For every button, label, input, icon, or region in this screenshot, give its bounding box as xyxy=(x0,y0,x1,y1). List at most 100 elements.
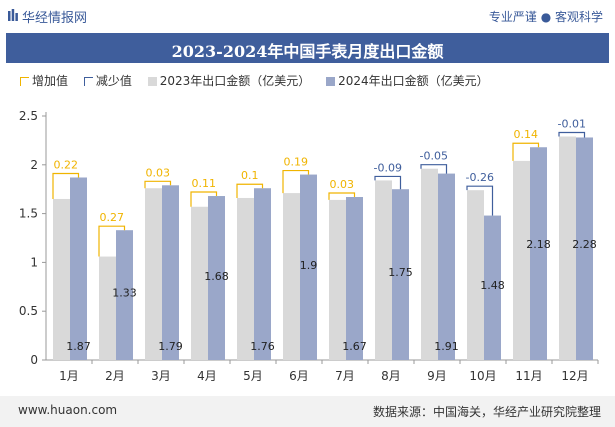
x-tick-label: 6月 xyxy=(289,369,309,383)
x-tick-label: 4月 xyxy=(197,369,217,383)
bar-2023 xyxy=(237,197,254,360)
bar-2024 xyxy=(392,189,409,360)
bar-chart: 0 0.5 1 1.5 2 2.5 1月 1.87 0.22 2月 1.33 0.27 3月 1.79 0.… xyxy=(19,109,599,383)
bar-2023 xyxy=(191,206,208,360)
bar-2024-value-label: 1.75 xyxy=(388,266,413,279)
increase-bracket xyxy=(52,172,80,199)
bar-2024-value-label: 1.91 xyxy=(434,340,459,353)
increase-bracket xyxy=(512,142,540,161)
change-value-label: -0.01 xyxy=(558,117,586,130)
bar-2024-value-label: 1.87 xyxy=(66,340,91,353)
change-value-label: -0.05 xyxy=(420,150,448,163)
legend-item-2023: 2023年出口金额（亿美元） xyxy=(147,72,311,89)
change-value-label: -0.09 xyxy=(374,161,402,174)
decrease-bracket xyxy=(466,185,494,216)
bar-2024-value-label: 1.79 xyxy=(158,340,183,353)
decrease-bracket xyxy=(420,164,448,174)
change-value-label: -0.26 xyxy=(466,171,494,184)
bar-2023 xyxy=(145,188,162,360)
x-tick-label: 3月 xyxy=(151,369,171,383)
y-tick-label: 0.5 xyxy=(19,304,38,318)
legend-swatch-2023 xyxy=(147,77,157,86)
change-value-label: 0.22 xyxy=(54,158,79,171)
y-tick-label: 2.5 xyxy=(19,109,38,123)
bar-2024 xyxy=(300,174,317,360)
footer-source: 数据来源：中国海关，华经产业研究院整理 xyxy=(372,405,601,419)
bar-2024 xyxy=(162,185,179,360)
bar-2023 xyxy=(375,180,392,360)
bar-2024 xyxy=(208,196,225,360)
increase-bracket xyxy=(282,169,310,194)
bar-2024-value-label: 2.18 xyxy=(526,238,551,251)
bar-2023 xyxy=(99,256,116,360)
increase-bracket xyxy=(236,183,264,198)
bar-2023 xyxy=(283,193,300,360)
decrease-bracket xyxy=(374,175,402,190)
y-tick-label: 1.5 xyxy=(19,207,38,221)
bar-2024-value-label: 1.48 xyxy=(480,279,505,292)
change-value-label: 0.14 xyxy=(514,128,539,141)
legend-item-increase: 增加值 xyxy=(20,72,68,89)
bar-2024-value-label: 1.9 xyxy=(300,259,318,272)
footer: www.huaon.com 数据来源：中国海关，华经产业研究院整理 xyxy=(0,396,615,427)
x-tick-label: 2月 xyxy=(105,369,125,383)
bar-2024 xyxy=(530,147,547,360)
title-bar: 2023-2024年中国手表月度出口金额 xyxy=(6,33,609,63)
x-tick-label: 7月 xyxy=(335,369,355,383)
x-tick-label: 1月 xyxy=(59,369,79,383)
legend-label-2023: 2023年出口金额（亿美元） xyxy=(159,74,311,88)
change-value-label: 0.19 xyxy=(284,156,309,169)
legend-swatch-increase xyxy=(20,77,29,86)
bar-2023 xyxy=(467,190,484,360)
bar-2024 xyxy=(70,177,87,360)
bar-2024-value-label: 1.68 xyxy=(204,270,229,283)
change-value-label: 0.11 xyxy=(192,177,217,190)
bar-2024 xyxy=(116,230,133,360)
bar-2023 xyxy=(513,160,530,360)
x-tick-label: 10月 xyxy=(469,369,496,383)
change-value-label: 0.03 xyxy=(146,166,171,179)
y-tick-label: 1 xyxy=(30,255,38,269)
y-tick-label: 2 xyxy=(30,158,38,172)
legend-swatch-2024 xyxy=(326,77,336,86)
bar-2024 xyxy=(346,197,363,360)
bar-2024 xyxy=(438,173,455,360)
change-value-label: 0.27 xyxy=(100,211,125,224)
slogan: 专业严谨 ● 客观科学 xyxy=(488,10,603,24)
bar-2024-value-label: 1.67 xyxy=(342,340,367,353)
x-tick-label: 12月 xyxy=(561,369,588,383)
bar-2023 xyxy=(329,199,346,360)
change-value-label: 0.03 xyxy=(330,178,355,191)
x-tick-label: 9月 xyxy=(427,369,447,383)
y-tick-label: 0 xyxy=(30,353,38,367)
legend-item-decrease: 减少值 xyxy=(83,72,132,89)
bar-2024-value-label: 2.28 xyxy=(572,238,597,251)
bar-2023 xyxy=(421,168,438,360)
decrease-bracket xyxy=(558,131,586,138)
bar-2023 xyxy=(53,198,70,360)
x-tick-label: 5月 xyxy=(243,369,263,383)
increase-bracket xyxy=(190,191,218,207)
x-tick-label: 8月 xyxy=(381,369,401,383)
legend-label-decrease: 减少值 xyxy=(95,74,132,88)
chart-legend: 增加值 减少值 2023年出口金额（亿美元） 2024年出口金额（亿美元） xyxy=(20,72,501,92)
bar-2024-value-label: 1.33 xyxy=(112,287,137,300)
footer-site: www.huaon.com xyxy=(18,403,118,417)
bar-2024 xyxy=(576,137,593,360)
top-bar: 华经情报网 专业严谨 ● 客观科学 xyxy=(0,0,615,32)
increase-bracket xyxy=(144,180,172,189)
increase-bracket xyxy=(328,192,356,200)
bar-2024 xyxy=(254,188,271,360)
legend-label-2024: 2024年出口金额（亿美元） xyxy=(338,74,489,88)
bar-2023 xyxy=(559,136,576,360)
change-value-label: 0.1 xyxy=(241,169,259,182)
legend-label-increase: 增加值 xyxy=(32,74,69,88)
bar-2024 xyxy=(484,215,501,360)
brand-logo-icon xyxy=(8,9,18,21)
chart-title: 2023-2024年中国手表月度出口金额 xyxy=(171,42,444,61)
legend-item-2024: 2024年出口金额（亿美元） xyxy=(326,72,489,89)
brand-name: 华经情报网 xyxy=(22,11,88,26)
bar-2024-value-label: 1.76 xyxy=(250,340,275,353)
legend-swatch-decrease xyxy=(83,77,93,86)
increase-bracket xyxy=(98,225,126,257)
